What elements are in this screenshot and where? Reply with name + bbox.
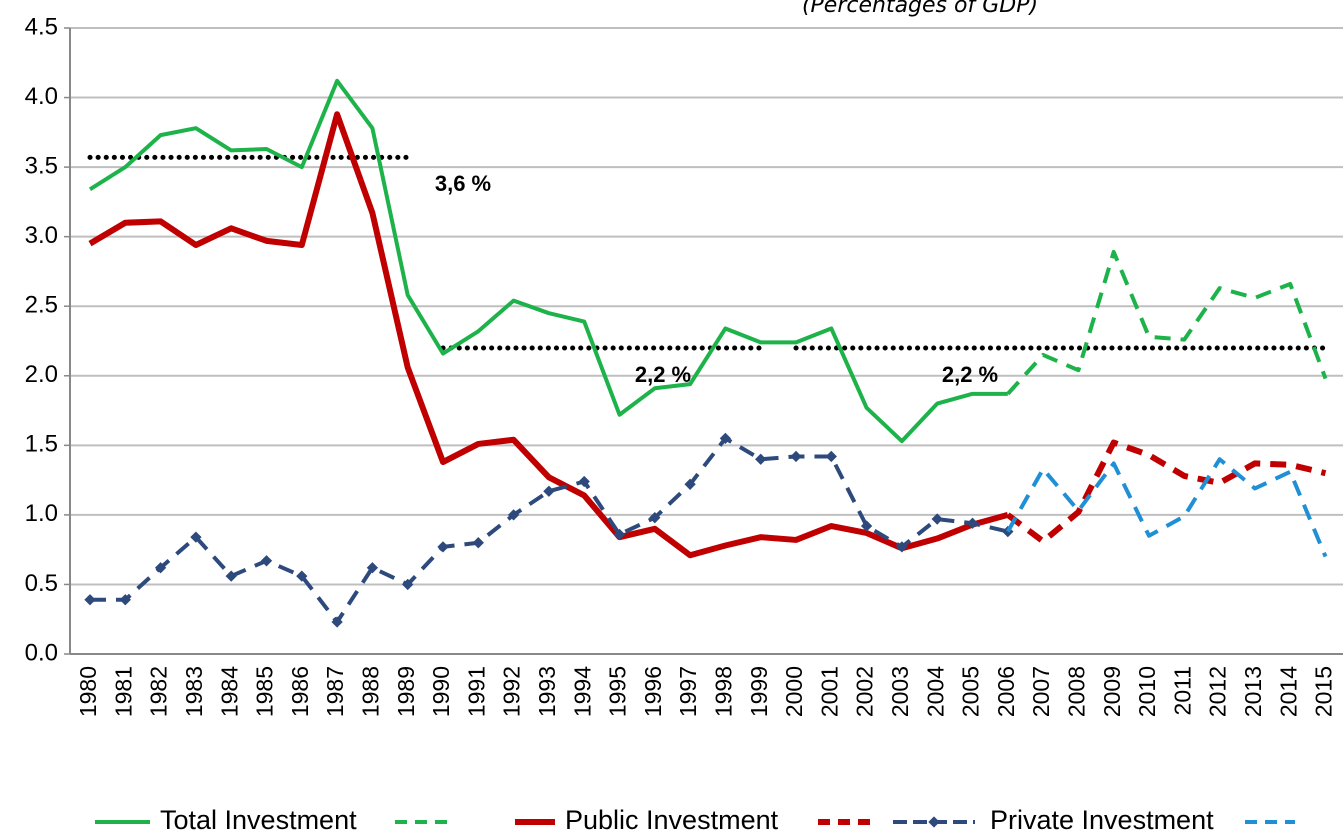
legend-label: Public Investment [565,805,779,835]
marker [755,453,767,465]
x-tick-label: 2009 [1099,666,1125,717]
x-tick-label: 2000 [781,666,807,717]
marker [578,475,590,488]
y-tick-label: 0.0 [25,639,58,666]
x-tick-label: 2003 [887,666,913,717]
marker [402,578,414,591]
annotation: 2,2 % [635,362,691,387]
marker [84,594,96,606]
y-tick-label: 3.0 [25,222,58,249]
x-tick-label: 1986 [287,666,313,717]
marker [684,478,696,490]
chart-title: (Percentages of GDP) [802,0,1038,18]
legend-label: Total Investment [160,805,357,835]
legend-marker [928,816,940,828]
x-tick-label: 2006 [993,666,1019,717]
marker [296,570,308,582]
annotation: 2,2 % [942,362,998,387]
marker [260,555,273,567]
series-line [90,436,1009,625]
y-tick-label: 2.5 [25,292,58,319]
x-tick-label: 1996 [640,666,666,717]
y-tick-label: 1.0 [25,500,58,527]
y-tick-label: 4.5 [25,13,58,40]
marker [719,432,732,445]
x-tick-label: 1990 [428,666,454,717]
marker [366,562,379,574]
x-tick-label: 2010 [1134,666,1160,717]
y-tick-label: 0.5 [25,570,58,597]
x-tick-label: 2011 [1169,666,1195,715]
series-line [1006,439,1327,545]
x-tick-label: 1989 [393,666,419,717]
y-tick-label: 4.0 [25,83,58,110]
x-tick-label: 1992 [499,666,525,717]
x-tick-label: 2008 [1063,666,1089,717]
x-tick-label: 2013 [1240,666,1266,717]
legend-label: Private Investment [990,805,1214,835]
marker [437,541,449,553]
x-tick-label: 1997 [675,666,701,717]
x-tick-label: 2014 [1275,666,1301,717]
marker [613,528,626,541]
x-tick-label: 1998 [710,666,736,717]
y-tick-label: 2.0 [25,361,58,388]
x-tick-label: 1987 [322,666,348,717]
x-tick-label: 2012 [1205,666,1231,717]
marker [154,562,167,574]
x-tick-label: 1999 [746,666,772,717]
y-tick-label: 3.5 [25,152,58,179]
x-tick-label: 1993 [534,666,560,717]
x-tick-label: 1991 [463,666,489,717]
marker [225,570,237,582]
x-tick-label: 1981 [110,666,136,717]
marker [543,485,555,497]
x-tick-label: 1983 [181,666,207,717]
series-line [1006,457,1328,558]
marker [966,517,979,529]
x-tick-label: 1995 [605,666,631,717]
x-tick-label: 1988 [357,666,383,717]
marker [860,520,873,532]
series-line [1006,249,1328,396]
marker [472,537,484,549]
x-tick-label: 2007 [1028,666,1054,717]
x-tick-label: 1984 [216,666,242,717]
x-tick-label: 2002 [852,666,878,717]
marker [825,450,837,463]
y-tick-label: 1.5 [25,431,58,458]
x-tick-label: 1994 [569,666,595,717]
x-tick-label: 2004 [922,666,948,717]
series-line [88,78,1008,444]
marker [331,616,343,628]
x-tick-label: 1982 [146,666,172,717]
x-tick-label: 1980 [75,666,101,717]
marker [790,450,802,463]
marker [931,513,943,525]
x-tick-label: 2005 [958,666,984,717]
marker [190,531,202,543]
marker [649,512,661,524]
marker [896,541,908,553]
x-tick-label: 1985 [252,666,278,717]
series-line [88,111,1009,559]
x-tick-label: 2015 [1311,666,1337,717]
x-tick-label: 2001 [816,666,842,717]
annotation: 3,6 % [435,171,491,196]
